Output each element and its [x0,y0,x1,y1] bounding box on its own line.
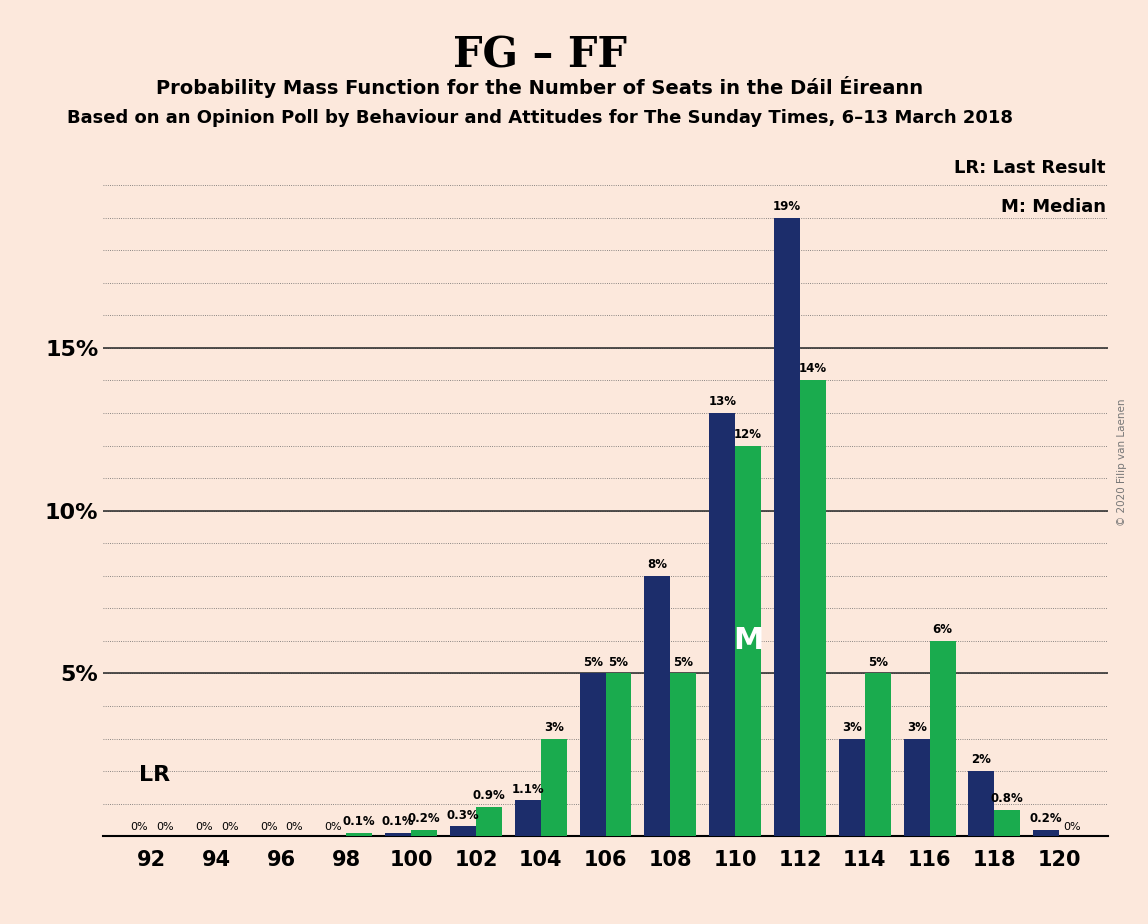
Bar [386,833,411,836]
Text: 19%: 19% [773,200,801,213]
Text: 3%: 3% [544,721,564,734]
Text: 0.8%: 0.8% [991,792,1024,806]
Bar [1033,830,1060,836]
Bar [411,830,437,836]
Text: 0.9%: 0.9% [473,789,505,802]
Text: 5%: 5% [868,655,887,669]
Text: 8%: 8% [647,558,667,571]
Bar [580,674,606,836]
Bar [994,810,1021,836]
Bar [839,738,864,836]
Text: Probability Mass Function for the Number of Seats in the Dáil Éireann: Probability Mass Function for the Number… [156,76,923,98]
Text: Based on an Opinion Poll by Behaviour and Attitudes for The Sunday Times, 6–13 M: Based on an Opinion Poll by Behaviour an… [67,109,1013,127]
Text: 3%: 3% [907,721,926,734]
Text: 0%: 0% [286,822,303,833]
Text: 5%: 5% [674,655,693,669]
Text: 1.1%: 1.1% [512,783,544,796]
Bar [903,738,930,836]
Bar [476,807,502,836]
Text: 0%: 0% [1063,822,1081,833]
Text: 0%: 0% [220,822,239,833]
Bar [774,217,800,836]
Text: 0.2%: 0.2% [408,812,441,825]
Text: 0%: 0% [325,822,342,833]
Text: M: Median: M: Median [1001,198,1106,216]
Text: 5%: 5% [582,655,603,669]
Text: 0%: 0% [195,822,212,833]
Text: FG – FF: FG – FF [452,34,627,76]
Text: 3%: 3% [841,721,862,734]
Text: © 2020 Filip van Laenen: © 2020 Filip van Laenen [1117,398,1126,526]
Text: 0%: 0% [259,822,278,833]
Bar [541,738,567,836]
Text: 12%: 12% [734,428,762,441]
Bar [735,445,761,836]
Bar [450,826,476,836]
Text: 13%: 13% [708,395,736,408]
Text: 2%: 2% [971,753,992,766]
Bar [969,772,994,836]
Bar [644,576,670,836]
Bar [606,674,631,836]
Bar [670,674,697,836]
Text: 0.1%: 0.1% [343,815,375,828]
Bar [514,800,541,836]
Text: 0%: 0% [130,822,148,833]
Bar [347,833,372,836]
Bar [930,641,955,836]
Bar [800,381,825,836]
Bar [709,413,735,836]
Text: 0%: 0% [156,822,173,833]
Text: 0.1%: 0.1% [382,815,414,828]
Text: 0.2%: 0.2% [1030,812,1063,825]
Text: LR: Last Result: LR: Last Result [954,159,1106,177]
Text: M: M [732,626,763,655]
Bar [864,674,891,836]
Text: LR: LR [139,764,170,784]
Text: 0.3%: 0.3% [447,808,480,821]
Text: 14%: 14% [799,362,827,375]
Text: 5%: 5% [608,655,629,669]
Text: 6%: 6% [932,623,953,636]
